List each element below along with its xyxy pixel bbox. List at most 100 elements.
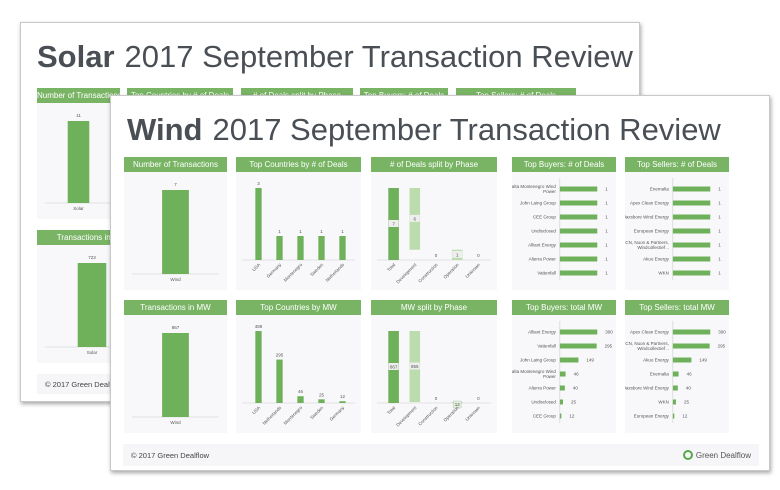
bar — [276, 236, 283, 260]
category-label-line: Malta Montenegro Wind — [512, 369, 556, 374]
data-label: 1 — [718, 201, 721, 206]
bar — [559, 242, 598, 248]
category-label: Undisclosed — [531, 229, 556, 234]
data-label: 0 — [435, 253, 438, 258]
category-label-line: ECN, Nuon & Partners, — [625, 341, 669, 346]
data-label: 7 — [174, 182, 177, 187]
bar — [672, 357, 692, 363]
bar — [276, 359, 283, 403]
chart-panel: Number of Transactions 11 Solar — [37, 88, 120, 219]
data-label: 1 — [605, 187, 608, 192]
chart-svg: Malta Montenegro Wind Power 1 John Laing Gr… — [512, 178, 608, 280]
category-label: European Energy — [634, 229, 670, 234]
chart-panel: MW split by Phase 867 Total 855 Development 0… — [371, 300, 497, 433]
category-label: Vattenfall — [537, 344, 555, 349]
data-label: 12 — [455, 402, 461, 407]
chart-svg: 7 Wind — [132, 182, 219, 282]
bar — [255, 188, 262, 260]
data-label: 12 — [682, 414, 688, 419]
data-label: 295 — [718, 344, 726, 349]
wind-copyright: © 2017 Green Dealflow — [131, 450, 210, 460]
bar — [672, 413, 675, 419]
category-label: Alterra Power — [529, 257, 557, 262]
data-label: 0 — [477, 253, 480, 258]
bar — [672, 399, 676, 405]
chart-panel: Top Sellers: total MW Apex Clean Energy 30… — [625, 300, 729, 433]
chart-svg: 3 USA 1 Germany 1 Montenegro 1 Sweden 1 Netherlan… — [242, 181, 355, 283]
data-label: 1 — [718, 187, 721, 192]
data-label: 1 — [299, 229, 302, 234]
data-label: 11 — [76, 113, 81, 118]
bar — [559, 357, 579, 363]
category-label: Development — [395, 262, 418, 285]
category-label: Solar — [87, 350, 98, 355]
category-label: Malta Montenegro Wind Power — [512, 369, 556, 379]
chart-panel: Number of Transactions 7 Wind — [124, 157, 227, 290]
data-label: 1 — [718, 257, 721, 262]
chart-panel: Top Sellers: # of Deals Enemalta 1 Apex Cle… — [625, 157, 729, 290]
category-label: Netherlands — [325, 262, 346, 283]
data-label: 1 — [605, 257, 608, 262]
solar-title: Solar 2017 September Transaction Review — [37, 39, 633, 75]
chart-svg: 723 Solar — [45, 255, 139, 355]
category-label: Enemalta — [650, 372, 670, 377]
data-label: 300 — [605, 330, 613, 335]
bar — [559, 228, 598, 234]
category-label: Montenegro — [283, 405, 304, 426]
data-label: 12 — [569, 414, 575, 419]
panel-header: Transactions in MW — [124, 300, 227, 315]
bar — [297, 236, 304, 260]
panel-header: Number of Transactions — [124, 157, 227, 172]
data-label: 1 — [320, 229, 323, 234]
data-label: 867 — [172, 325, 180, 330]
data-label: 46 — [574, 372, 580, 377]
bar — [297, 396, 304, 403]
category-label: Germany — [266, 262, 283, 279]
bar — [162, 333, 189, 417]
category-label: Vattenfall — [537, 271, 555, 276]
wind-title-bold: Wind — [127, 112, 203, 147]
data-label: 1 — [718, 271, 721, 276]
category-label: Apex Clean Energy — [630, 330, 670, 335]
category-label: Montenegro — [283, 262, 304, 283]
category-label: Unknown — [464, 405, 481, 422]
solar-copyright: © 2017 Green Dealflow — [45, 379, 124, 389]
panel-header: Number of Transactions — [37, 88, 120, 103]
wind-slide: Wind 2017 September Transaction Review © … — [110, 95, 770, 471]
data-label: 149 — [586, 358, 594, 363]
category-label: John Laing Group — [520, 358, 556, 363]
category-label: USA — [251, 262, 261, 272]
category-label-line: ECN, Nuon & Partners, — [625, 240, 669, 245]
bar — [672, 200, 711, 206]
data-label: 25 — [319, 392, 325, 397]
solar-title-bold: Solar — [37, 39, 115, 74]
category-label: Wind — [170, 277, 181, 282]
category-label: Jaxsbore Wind Energy — [625, 386, 670, 391]
category-label: Development — [395, 405, 418, 428]
data-label: 40 — [686, 386, 692, 391]
category-label: Malta Montenegro Wind Power — [512, 184, 556, 194]
panel-header: MW split by Phase — [371, 300, 497, 315]
chart-svg: Enemalta 1 Apex Clean Energy 1 Jaxsbore Wind… — [625, 178, 721, 280]
logo-text: Green Dealflow — [695, 450, 751, 460]
bar — [559, 399, 563, 405]
bar — [559, 329, 598, 335]
bar — [339, 236, 346, 260]
bar — [672, 186, 711, 192]
data-label: 1 — [605, 243, 608, 248]
data-label: 300 — [718, 330, 726, 335]
category-label: Apex Clean Energy — [630, 201, 670, 206]
category-label: WKN — [658, 271, 669, 276]
bar — [559, 385, 565, 391]
panel-header: Top Buyers: total MW — [512, 300, 616, 315]
data-label: 0 — [435, 396, 438, 401]
bar — [67, 121, 90, 203]
data-label: 867 — [390, 365, 398, 370]
wind-footer: © 2017 Green Dealflow Green Dealflow — [123, 444, 759, 466]
category-label: Alliant Energy — [528, 243, 557, 248]
bar — [559, 371, 566, 377]
chart-svg: 11 Solar — [45, 113, 112, 211]
data-label: 7 — [392, 222, 395, 227]
chart-panel: Top Countries by MW 489 USA 295 Netherlands 4… — [236, 300, 361, 433]
bar — [77, 263, 107, 347]
